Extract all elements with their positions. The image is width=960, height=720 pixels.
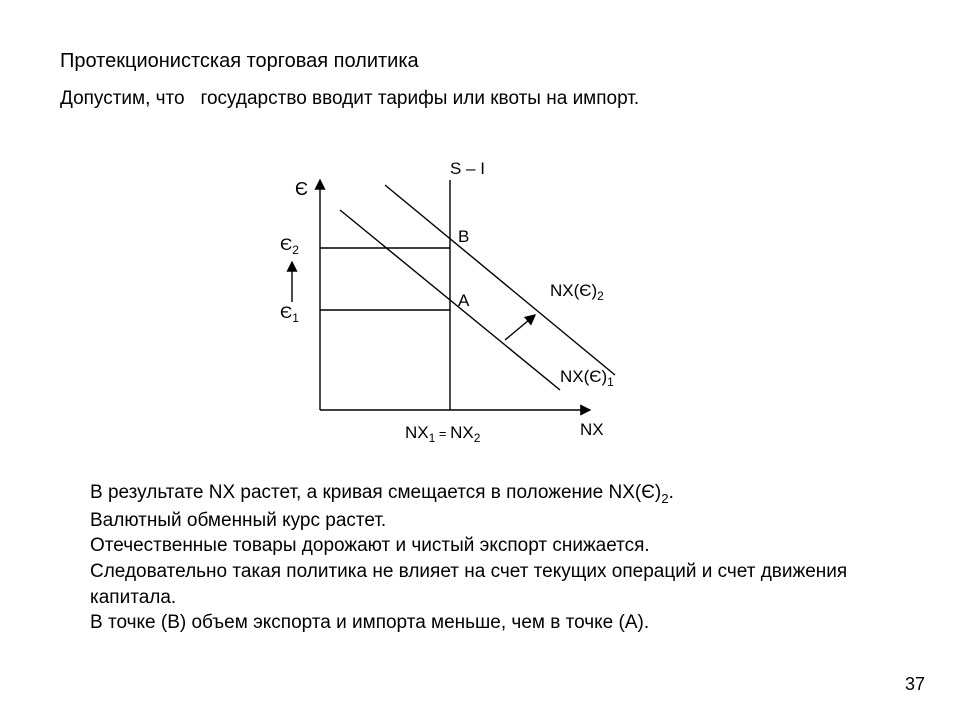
- y-axis-label: Є: [295, 179, 308, 199]
- description-text: В результате NX растет, а кривая смещает…: [90, 480, 880, 636]
- page-title: Протекционистская торговая политика: [60, 50, 419, 73]
- desc-line-4: Следовательно такая политика не влияет н…: [90, 559, 880, 610]
- desc-line-3: Отечественные товары дорожают и чистый э…: [90, 533, 880, 559]
- point-a-label: A: [458, 291, 470, 310]
- nx-eq-label: NX1 = NX2: [405, 423, 481, 445]
- nx2-line: [385, 185, 615, 375]
- desc-line-5: В точке (В) объем экспорта и импорта мен…: [90, 610, 880, 636]
- nx-e2-label: NX(Є)2: [550, 281, 604, 303]
- page-subtitle: Допустим, что государство вводит тарифы …: [60, 88, 639, 110]
- e1-label: Є1: [280, 303, 299, 325]
- s-i-label: S – I: [450, 160, 485, 178]
- nx-axis-label: NX: [580, 420, 604, 439]
- page-number: 37: [905, 674, 925, 695]
- desc-line-1: В результате NX растет, а кривая смещает…: [90, 480, 880, 508]
- desc-line-2: Валютный обменный курс растет.: [90, 508, 880, 534]
- e2-label: Є2: [280, 235, 299, 257]
- econ-graph: Є Є2 Є1 S – I B A NX(Є)2 NX(Є)1 NX NX1 =…: [260, 160, 680, 450]
- nx-e1-label: NX(Є)1: [560, 367, 614, 389]
- arrow-nx-shift: [505, 315, 535, 340]
- point-b-label: B: [458, 227, 469, 246]
